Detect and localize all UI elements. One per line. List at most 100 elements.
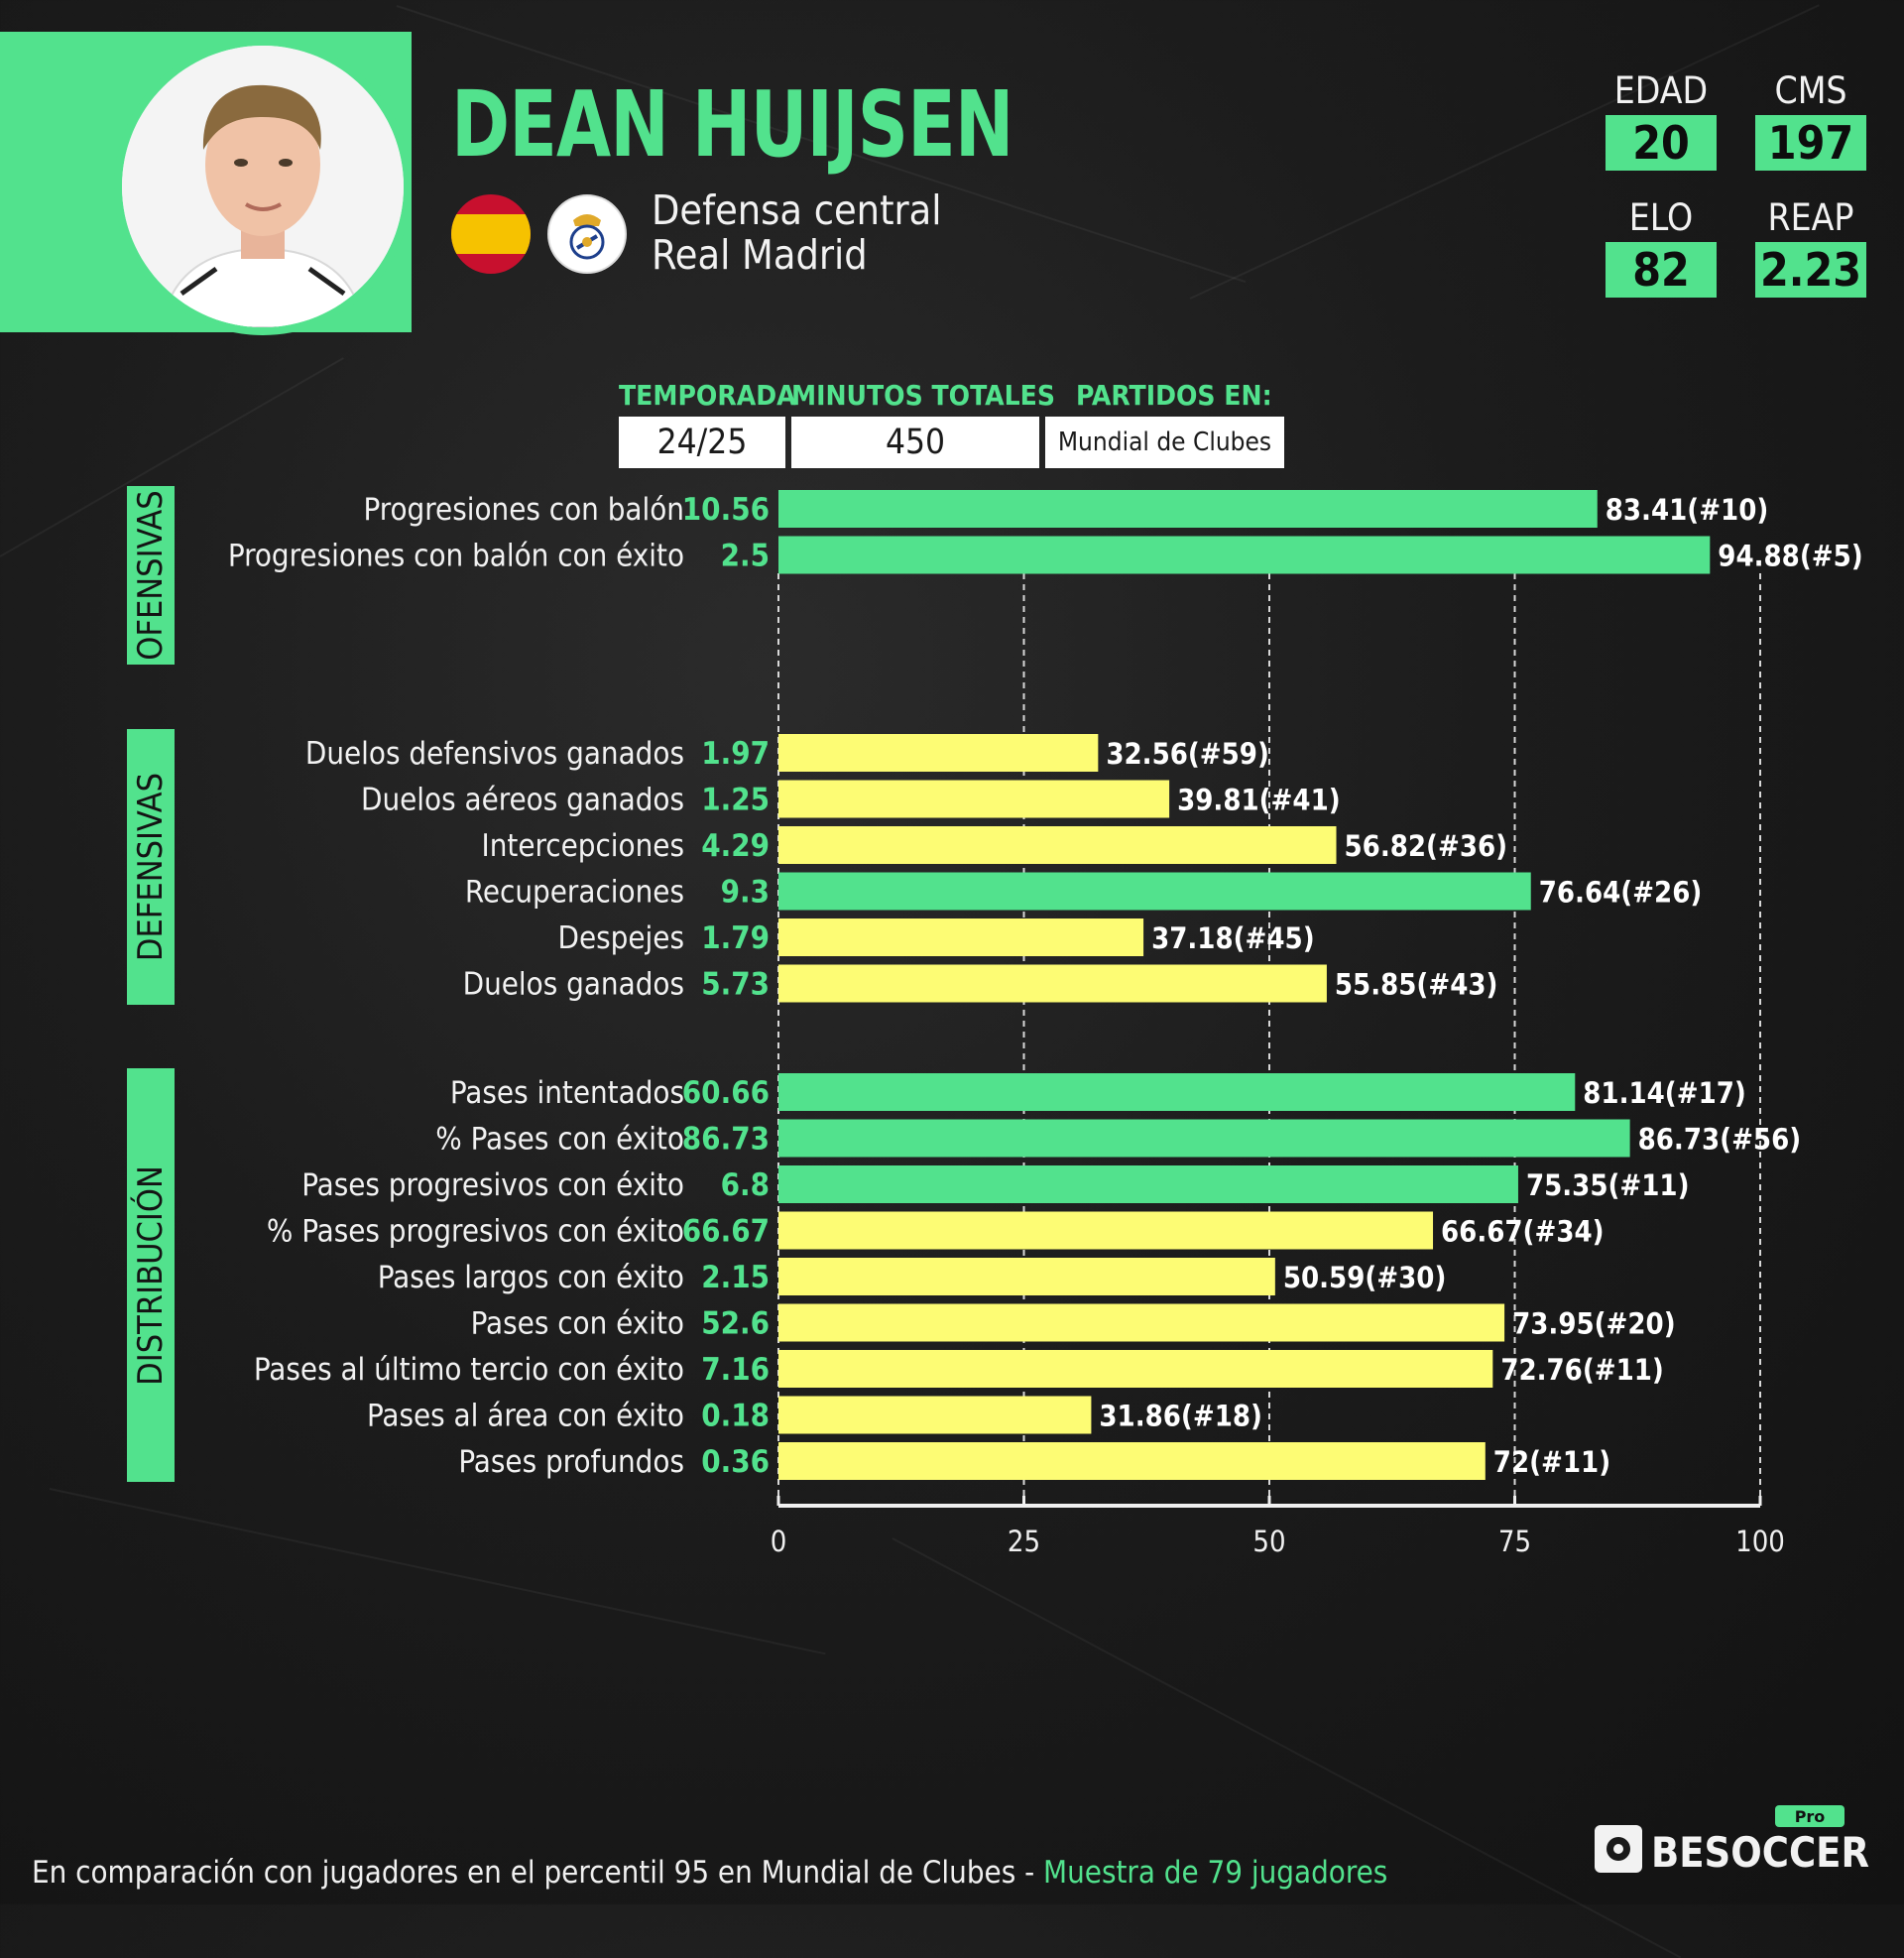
metric-raw-value: 2.15 <box>701 1260 770 1295</box>
bar <box>778 826 1337 864</box>
season-value: 24/25 <box>619 417 785 468</box>
metric-label: Pases largos con éxito <box>378 1260 684 1295</box>
bar <box>778 490 1598 528</box>
player-photo <box>122 46 404 327</box>
stat-edad: EDAD 20 <box>1606 72 1717 171</box>
brand-pro-badge <box>1775 1805 1844 1827</box>
percentile-label: 55.85(#43) <box>1335 968 1498 1002</box>
season-header: TEMPORADA <box>619 379 796 412</box>
percentile-label: 94.88(#5) <box>1718 540 1862 573</box>
matches-header: PARTIDOS EN: <box>1076 379 1272 412</box>
bar <box>778 1442 1486 1480</box>
percentile-label: 31.86(#18) <box>1099 1400 1262 1433</box>
metric-raw-value: 2.5 <box>721 539 770 574</box>
x-tick-label-75: 75 <box>1498 1525 1531 1558</box>
metric-label: Progresiones con balón con éxito <box>228 539 684 574</box>
percentile-label: 81.14(#17) <box>1583 1076 1746 1110</box>
metric-label: Progresiones con balón <box>363 492 684 528</box>
metric-raw-value: 10.56 <box>682 492 770 528</box>
stat-reap-label: REAP <box>1767 196 1854 239</box>
stat-cms-label: CMS <box>1774 69 1847 112</box>
stat-elo-label: ELO <box>1628 196 1694 239</box>
category-ofensivas: OFENSIVAS <box>127 486 175 665</box>
metric-raw-value: 9.3 <box>721 875 770 911</box>
brand-name-text: BESOCCER <box>1651 1828 1869 1875</box>
stat-reap-value: 2.23 <box>1755 242 1866 298</box>
club-crest-icon <box>547 194 627 274</box>
spain-flag-icon <box>451 194 531 274</box>
bar <box>778 918 1144 956</box>
x-tick-label-25: 25 <box>1008 1525 1040 1558</box>
percentile-label: 39.81(#41) <box>1177 784 1341 817</box>
x-tick-label-50: 50 <box>1252 1525 1285 1558</box>
bar <box>778 1258 1275 1295</box>
metric-raw-value: 1.79 <box>701 920 770 956</box>
category-distribucion: DISTRIBUCIÓN <box>127 1068 175 1482</box>
bar <box>778 734 1099 772</box>
footer-note: En comparación con jugadores en el perce… <box>32 1855 1387 1891</box>
metric-label: Pases al área con éxito <box>367 1399 684 1434</box>
besoccer-logo: Pro BESOCCER <box>1595 1805 1869 1875</box>
metric-raw-value: 86.73 <box>682 1122 770 1158</box>
metric-label: Pases profundos <box>458 1444 684 1480</box>
metric-raw-value: 60.66 <box>682 1075 770 1111</box>
footer-text: En comparación con jugadores en el perce… <box>32 1855 1044 1891</box>
percentile-label: 37.18(#45) <box>1151 921 1315 955</box>
footer-sample: Muestra de 79 jugadores <box>1043 1855 1388 1891</box>
metric-label: % Pases con éxito <box>435 1122 684 1158</box>
bar <box>778 1303 1505 1342</box>
stat-cms: CMS 197 <box>1755 72 1866 171</box>
metric-label: Duelos ganados <box>463 967 684 1003</box>
metric-raw-value: 1.25 <box>701 783 770 818</box>
stat-elo-value: 82 <box>1606 242 1717 298</box>
metric-label: Recuperaciones <box>465 875 684 911</box>
bar <box>778 964 1327 1003</box>
matches-value: Mundial de Clubes <box>1045 417 1284 468</box>
metric-label: Duelos aéreos ganados <box>361 783 684 818</box>
percentile-label: 32.56(#59) <box>1106 737 1269 771</box>
percentile-label: 72(#11) <box>1493 1445 1610 1479</box>
percentile-label: 66.67(#34) <box>1441 1215 1605 1249</box>
metric-label: Despejes <box>558 920 685 956</box>
bar <box>778 1073 1576 1111</box>
bar <box>778 872 1531 911</box>
x-tick-label-0: 0 <box>771 1525 787 1558</box>
bar <box>778 1165 1518 1203</box>
metric-raw-value: 7.16 <box>701 1352 770 1388</box>
bar <box>778 780 1170 818</box>
stat-elo: ELO 82 <box>1606 199 1717 298</box>
brand-pro-text: Pro <box>1795 1807 1826 1826</box>
metric-label: Duelos defensivos ganados <box>305 736 684 772</box>
metric-label: Pases al último tercio con éxito <box>254 1352 684 1388</box>
bar <box>778 536 1711 574</box>
stat-edad-value: 20 <box>1606 115 1717 171</box>
metric-raw-value: 52.6 <box>701 1306 770 1342</box>
player-club: Real Madrid <box>652 231 868 279</box>
percentile-label: 56.82(#36) <box>1345 829 1508 863</box>
stat-reap: REAP 2.23 <box>1755 199 1866 298</box>
percentile-label: 86.73(#56) <box>1638 1123 1802 1157</box>
metric-label: Pases con éxito <box>471 1306 684 1342</box>
metric-label: Pases intentados <box>450 1075 684 1111</box>
metric-raw-value: 0.18 <box>701 1399 770 1434</box>
percentile-label: 83.41(#10) <box>1606 493 1769 527</box>
metric-raw-value: 5.73 <box>701 967 770 1003</box>
percentile-label: 72.76(#11) <box>1500 1353 1664 1387</box>
stat-edad-label: EDAD <box>1613 69 1709 112</box>
bar <box>778 1396 1092 1434</box>
minutes-header: MINUTOS TOTALES <box>791 379 1055 412</box>
percentile-label: 73.95(#20) <box>1512 1307 1676 1341</box>
x-tick-label-100: 100 <box>1735 1525 1785 1558</box>
metric-raw-value: 66.67 <box>682 1214 770 1250</box>
percentile-label: 76.64(#26) <box>1539 876 1703 910</box>
metric-raw-value: 6.8 <box>721 1167 770 1203</box>
bar <box>778 1119 1630 1158</box>
bar <box>778 1350 1493 1388</box>
stat-cms-value: 197 <box>1755 115 1866 171</box>
metric-raw-value: 4.29 <box>701 828 770 864</box>
metric-label: Pases progresivos con éxito <box>301 1167 684 1203</box>
category-defensivas: DEFENSIVAS <box>127 729 175 1005</box>
metric-raw-value: 0.36 <box>701 1444 770 1480</box>
bar <box>778 1211 1434 1250</box>
